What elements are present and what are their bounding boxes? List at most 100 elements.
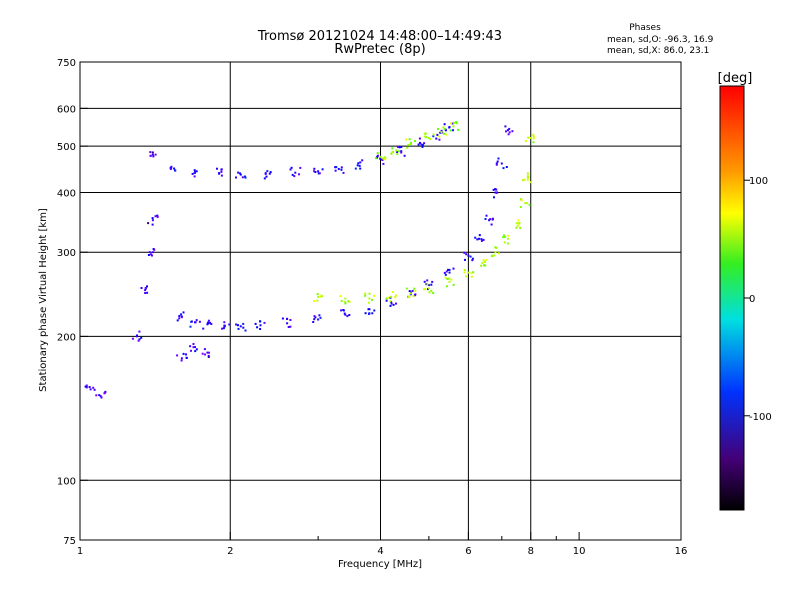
data-point: [443, 271, 446, 274]
data-point: [85, 386, 88, 389]
data-point: [527, 136, 530, 139]
data-point: [151, 217, 154, 220]
data-point: [382, 162, 385, 165]
data-point: [220, 174, 223, 177]
x-tick-label: 2: [227, 546, 233, 557]
colorbar: [719, 85, 745, 511]
data-point: [198, 320, 201, 323]
data-point: [520, 199, 523, 201]
data-point: [396, 151, 399, 154]
x-tick-label: 8: [528, 546, 534, 557]
data-point: [264, 172, 267, 175]
data-point: [259, 324, 262, 327]
data-point: [146, 291, 149, 294]
data-point: [528, 203, 531, 206]
data-point: [500, 162, 503, 165]
data-point: [317, 318, 320, 321]
data-point: [465, 253, 468, 256]
data-point: [471, 257, 474, 260]
data-point: [152, 155, 155, 158]
data-point: [95, 394, 98, 397]
data-point: [409, 143, 412, 146]
data-point: [524, 202, 527, 205]
data-point: [131, 337, 134, 340]
data-point: [383, 156, 386, 159]
colorbar-tick-label: 100: [749, 176, 768, 187]
data-point: [507, 234, 510, 237]
data-point: [235, 176, 237, 179]
data-point: [488, 219, 491, 222]
data-point: [474, 236, 477, 239]
data-point: [379, 155, 382, 158]
data-point: [291, 173, 294, 176]
data-point: [482, 259, 485, 262]
x-tick-label: 1: [77, 546, 83, 557]
data-point: [313, 300, 316, 302]
data-point: [405, 287, 408, 290]
data-point: [389, 300, 392, 303]
y-axis-label: Stationary phase Virtual Height [km]: [38, 208, 49, 392]
data-point: [446, 285, 448, 288]
data-point: [144, 287, 147, 289]
data-point: [439, 131, 442, 134]
data-point: [317, 170, 320, 173]
data-point: [482, 238, 485, 241]
data-point: [344, 302, 347, 305]
data-point: [318, 314, 321, 317]
data-point: [368, 301, 370, 304]
data-point: [220, 168, 223, 171]
data-point: [518, 221, 521, 224]
data-point: [481, 261, 484, 264]
data-point: [340, 168, 343, 171]
data-point: [389, 304, 392, 307]
data-point: [398, 146, 401, 149]
data-point: [484, 260, 486, 263]
data-point: [491, 217, 494, 220]
data-point: [392, 303, 395, 306]
data-point: [103, 391, 106, 394]
data-point: [136, 334, 138, 337]
colorbar-tick-label: -100: [749, 412, 772, 423]
data-point: [484, 264, 487, 267]
data-point: [221, 327, 224, 330]
x-tick-label: 16: [675, 546, 688, 557]
data-point: [263, 177, 266, 180]
data-point: [344, 313, 347, 316]
data-point: [239, 173, 242, 176]
data-point: [395, 149, 398, 152]
data-point: [429, 138, 432, 141]
data-point: [193, 169, 196, 172]
data-point: [489, 218, 492, 221]
data-point: [455, 122, 458, 125]
stats-x-line: mean, sd,X: 86.0, 23.1: [607, 46, 709, 56]
data-point: [448, 280, 451, 283]
data-point: [424, 135, 426, 138]
data-point: [532, 133, 535, 136]
data-point: [144, 289, 147, 292]
data-point: [464, 258, 466, 261]
data-point: [385, 297, 388, 300]
data-point: [138, 338, 141, 341]
data-point: [495, 188, 498, 191]
data-point: [451, 122, 454, 125]
data-point: [391, 151, 394, 154]
data-point: [463, 271, 466, 274]
data-point: [176, 319, 179, 322]
data-point: [427, 137, 430, 139]
data-point: [237, 327, 240, 330]
data-point: [178, 315, 181, 317]
data-point: [409, 292, 412, 295]
data-point: [321, 168, 324, 171]
data-point: [445, 133, 448, 136]
data-point: [182, 352, 185, 355]
data-point: [419, 141, 421, 144]
data-point: [263, 321, 266, 324]
data-point: [395, 302, 397, 305]
data-point: [239, 172, 241, 175]
data-point: [344, 297, 347, 300]
data-point: [448, 271, 451, 274]
data-point: [319, 316, 322, 319]
data-point: [435, 137, 438, 140]
data-point: [254, 322, 257, 325]
colorbar-label: [deg]: [718, 71, 753, 86]
